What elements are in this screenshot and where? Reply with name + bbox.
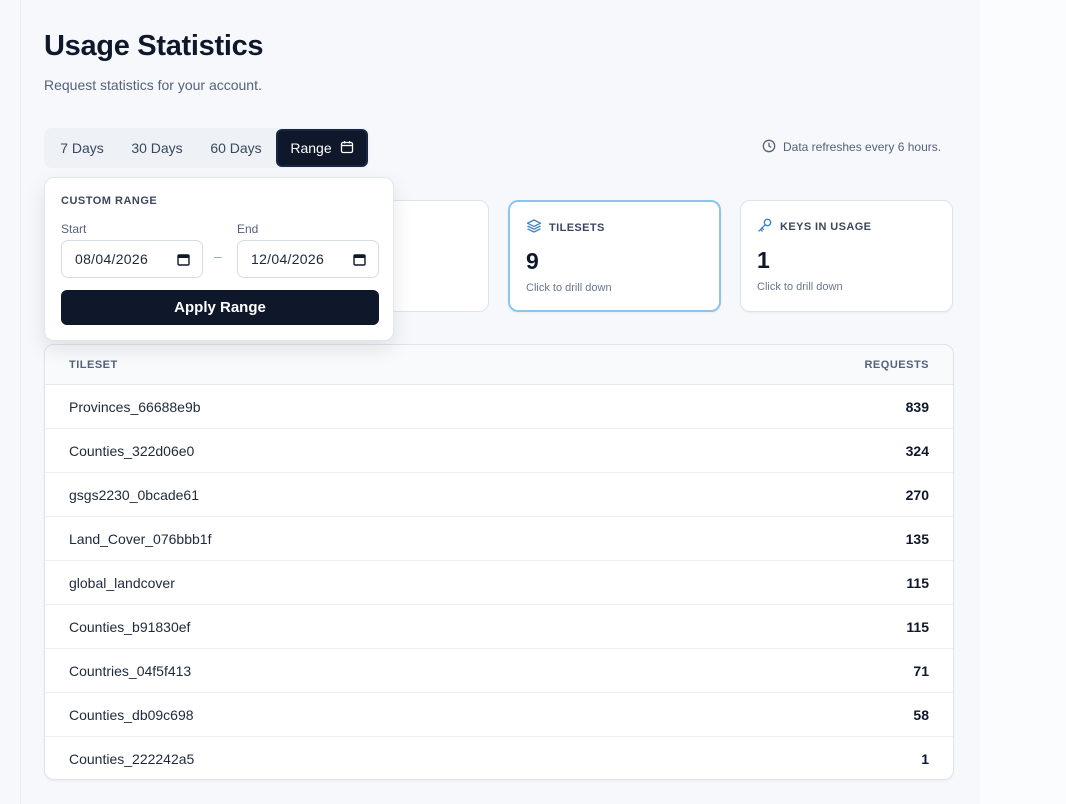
stat-card-label: TILESETS xyxy=(549,221,605,234)
stat-card-hint: Click to drill down xyxy=(526,282,612,294)
stat-card-value: 9 xyxy=(526,248,539,274)
key-icon xyxy=(757,217,773,236)
custom-range-popover: CUSTOM RANGE Start End 08/04/2026 – 12/0… xyxy=(44,177,394,341)
stat-card-hidden[interactable] xyxy=(380,200,489,312)
table-row[interactable]: global_landcover 115 xyxy=(45,561,953,605)
tileset-name: Countries_04f5f413 xyxy=(69,662,192,679)
refresh-note-text: Data refreshes every 6 hours. xyxy=(783,140,942,154)
period-filter-bar: 7 Days 30 Days 60 Days Range xyxy=(44,128,370,168)
refresh-note: Data refreshes every 6 hours. xyxy=(762,139,941,155)
stat-card-keys-in-usage[interactable]: KEYS IN USAGE 1 Click to drill down xyxy=(740,200,953,312)
filter-30-days-button[interactable]: 30 Days xyxy=(131,140,183,156)
filter-range-label: Range xyxy=(290,140,332,156)
column-header-requests[interactable]: REQUESTS xyxy=(864,358,929,371)
table-row[interactable]: Countries_04f5f413 71 xyxy=(45,649,953,693)
request-count: 71 xyxy=(913,662,929,679)
clock-icon xyxy=(762,139,776,156)
page-title: Usage Statistics xyxy=(44,30,264,62)
sidebar-divider xyxy=(20,0,21,804)
calendar-icon[interactable] xyxy=(177,253,190,269)
table-row[interactable]: Counties_b91830ef 115 xyxy=(45,605,953,649)
request-count: 58 xyxy=(913,706,929,723)
custom-range-heading: CUSTOM RANGE xyxy=(61,195,158,207)
table-row[interactable]: Provinces_66688e9b 839 xyxy=(45,385,953,429)
table-row[interactable]: Land_Cover_076bbb1f 135 xyxy=(45,517,953,561)
stat-card-header: TILESETS xyxy=(526,218,605,237)
request-count: 115 xyxy=(906,574,929,591)
filter-7-days-button[interactable]: 7 Days xyxy=(60,140,104,156)
end-date-label: End xyxy=(237,222,259,236)
column-header-tileset[interactable]: TILESET xyxy=(69,358,118,371)
table-row[interactable]: gsgs2230_0bcade61 270 xyxy=(45,473,953,517)
page-subtitle: Request statistics for your account. xyxy=(44,77,262,93)
table-body: Provinces_66688e9b 839 Counties_322d06e0 32… xyxy=(45,385,953,779)
filter-60-days-button[interactable]: 60 Days xyxy=(210,140,262,156)
date-range-separator: – xyxy=(214,248,222,264)
tileset-name: Counties_322d06e0 xyxy=(69,442,195,459)
table-header: TILESET REQUESTS xyxy=(45,345,953,385)
tileset-name: Counties_b91830ef xyxy=(69,618,191,635)
stat-card-hint: Click to drill down xyxy=(757,281,843,293)
stat-card-value: 1 xyxy=(757,247,770,273)
stat-card-label: KEYS IN USAGE xyxy=(780,220,872,233)
filter-range-button[interactable]: Range xyxy=(276,129,368,167)
end-date-input[interactable]: 12/04/2026 xyxy=(237,240,379,278)
request-count: 135 xyxy=(905,530,929,547)
tileset-name: Land_Cover_076bbb1f xyxy=(69,530,212,547)
request-count: 270 xyxy=(905,486,929,503)
start-date-label: Start xyxy=(61,222,87,236)
page-gutter xyxy=(980,0,1066,804)
stat-card-header: KEYS IN USAGE xyxy=(757,217,871,236)
tileset-name: gsgs2230_0bcade61 xyxy=(69,486,200,503)
table-row[interactable]: Counties_db09c698 58 xyxy=(45,693,953,737)
request-count: 115 xyxy=(906,618,929,635)
apply-range-button[interactable]: Apply Range xyxy=(61,290,379,325)
tileset-requests-table: TILESET REQUESTS Provinces_66688e9b 839 Co… xyxy=(44,344,954,780)
tileset-name: global_landcover xyxy=(69,574,175,591)
calendar-icon xyxy=(340,140,354,157)
tileset-name: Counties_db09c698 xyxy=(69,706,194,723)
request-count: 839 xyxy=(905,398,929,415)
start-date-value: 08/04/2026 xyxy=(75,251,149,267)
calendar-icon[interactable] xyxy=(353,253,366,269)
tileset-name: Counties_222242a5 xyxy=(69,751,195,767)
table-row[interactable]: Counties_322d06e0 324 xyxy=(45,429,953,473)
start-date-input[interactable]: 08/04/2026 xyxy=(61,240,203,278)
request-count: 324 xyxy=(905,442,929,459)
stat-card-tilesets[interactable]: TILESETS 9 Click to drill down xyxy=(508,200,721,312)
tileset-name: Provinces_66688e9b xyxy=(69,398,201,415)
table-row[interactable]: Counties_222242a5 1 xyxy=(45,737,953,779)
request-count: 1 xyxy=(921,751,929,767)
layers-icon xyxy=(526,218,542,237)
end-date-value: 12/04/2026 xyxy=(251,251,325,267)
